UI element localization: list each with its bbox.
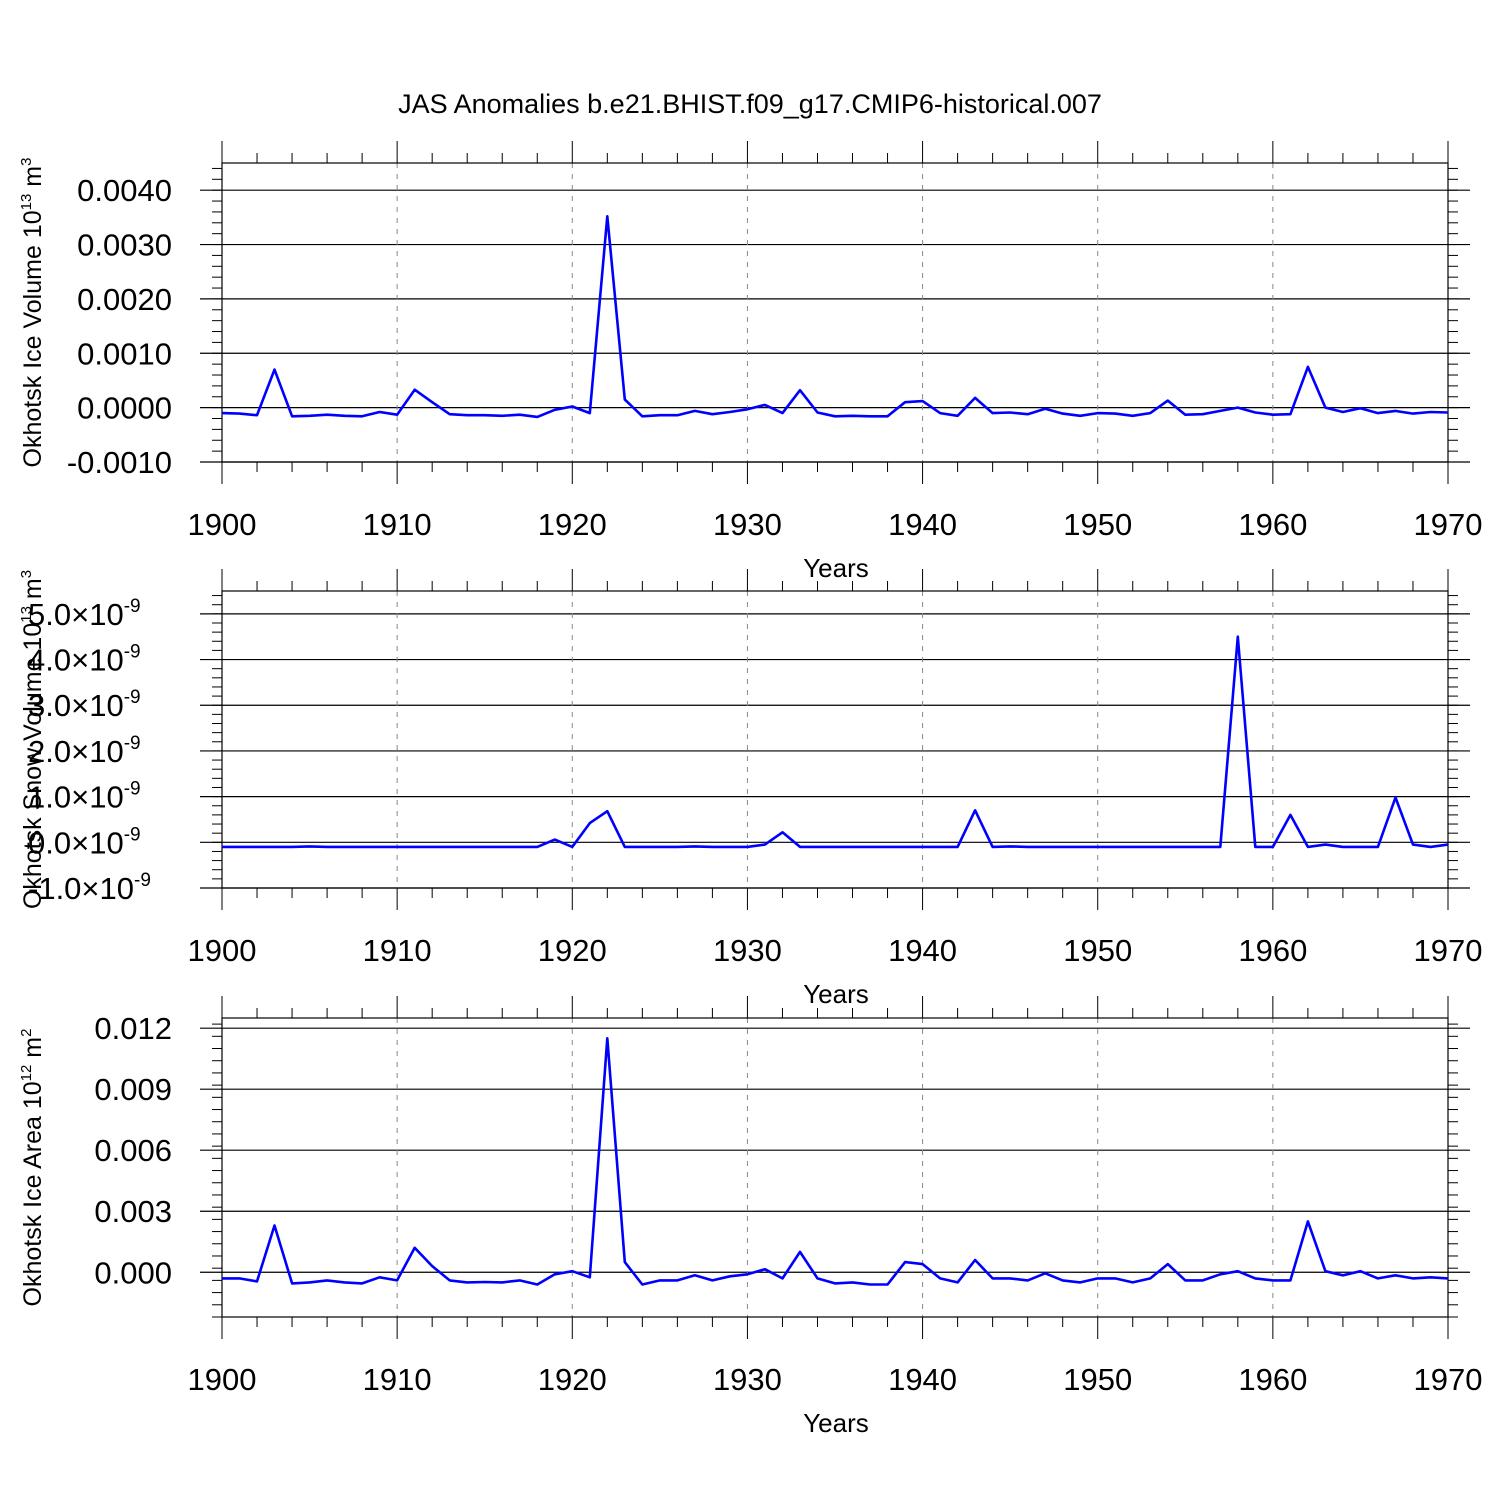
y-tick-exponent: -9 bbox=[124, 687, 141, 708]
gridlines bbox=[200, 591, 1470, 889]
x-tick-label: 1900 bbox=[188, 933, 257, 968]
y-tick-label: -0.0010 bbox=[67, 445, 172, 480]
y-axis-title-unit: m bbox=[19, 166, 47, 194]
y-tick-label: 4.0×10-9 bbox=[28, 642, 141, 678]
y-tick-labels: 0.000 0.003 0.006 0.009 0.012 bbox=[94, 1011, 172, 1290]
y-tick-label: 0.0020 bbox=[77, 282, 172, 317]
series-line bbox=[222, 635, 1449, 849]
y-tick-labels: -0.0010 0.0000 0.0010 0.0020 0.0030 0.0040 bbox=[67, 173, 172, 480]
x-axis-title: Years bbox=[803, 1408, 869, 1438]
x-tick-label: 1970 bbox=[1414, 1362, 1483, 1397]
x-tick-label: 1960 bbox=[1238, 507, 1307, 542]
x-tick-label: 1970 bbox=[1414, 933, 1483, 968]
axis-ticks bbox=[212, 569, 1458, 910]
x-tick-label: 1960 bbox=[1238, 1362, 1307, 1397]
x-tick-labels: 1900 1910 1920 1930 1940 1950 1960 1970 bbox=[188, 1362, 1483, 1397]
y-axis-title: Okhotsk Snow Volume 1013 m3 bbox=[18, 570, 47, 909]
series-line bbox=[222, 1037, 1449, 1286]
x-tick-label: 1920 bbox=[538, 1362, 607, 1397]
plot-frame bbox=[221, 590, 1449, 889]
y-tick-label: 2.0×10-9 bbox=[28, 733, 141, 769]
y-tick-exponent: -9 bbox=[124, 642, 141, 663]
x-tick-label: 1930 bbox=[713, 933, 782, 968]
y-tick-exponent: -9 bbox=[134, 870, 151, 891]
y-axis-title-unit-exp: 3 bbox=[18, 158, 35, 166]
gridlines bbox=[200, 1018, 1470, 1317]
y-axis-title-exp: 13 bbox=[18, 606, 35, 623]
y-tick-label: 0.000 bbox=[94, 1255, 172, 1290]
y-tick-label: 0.0000 bbox=[77, 391, 172, 426]
x-axis-title: Years bbox=[803, 979, 869, 1009]
y-tick-label: 0.012 bbox=[94, 1011, 172, 1046]
y-axis-title-main: Okhotsk Ice Volume 10 bbox=[19, 210, 47, 467]
y-tick-label: 0.0×10-9 bbox=[28, 824, 141, 860]
x-tick-label: 1950 bbox=[1063, 507, 1132, 542]
y-tick-label: 1.0×10-9 bbox=[28, 779, 141, 815]
y-tick-label: -1.0×10-9 bbox=[28, 870, 151, 906]
y-tick-label: 0.0030 bbox=[77, 228, 172, 263]
x-tick-label: 1940 bbox=[888, 1362, 957, 1397]
y-tick-exponent: -9 bbox=[124, 779, 141, 800]
y-axis-title-exp: 12 bbox=[18, 1065, 35, 1082]
x-tick-label: 1910 bbox=[363, 507, 432, 542]
y-tick-label: 0.0040 bbox=[77, 173, 172, 208]
x-axis-title: Years bbox=[803, 553, 869, 583]
y-axis-title: Okhotsk Ice Volume 1013 m3 bbox=[18, 158, 47, 468]
y-tick-label: 5.0×10-9 bbox=[28, 596, 141, 632]
x-tick-label: 1900 bbox=[188, 507, 257, 542]
y-axis-title-main: Okhotsk Snow Volume 10 bbox=[19, 623, 47, 909]
x-tick-label: 1920 bbox=[538, 933, 607, 968]
y-axis-title: Okhotsk Ice Area 1012 m2 bbox=[18, 1029, 47, 1307]
y-axis-title-main: Okhotsk Ice Area 10 bbox=[19, 1081, 47, 1306]
x-tick-labels: 1900 1910 1920 1930 1940 1950 1960 1970 bbox=[188, 507, 1483, 542]
y-tick-label: 0.0010 bbox=[77, 336, 172, 371]
x-tick-label: 1960 bbox=[1238, 933, 1307, 968]
y-axis-title-exp: 13 bbox=[18, 194, 35, 211]
y-axis-title-unit-exp: 3 bbox=[18, 570, 35, 578]
x-tick-label: 1930 bbox=[713, 507, 782, 542]
y-tick-label: 0.003 bbox=[94, 1194, 172, 1229]
x-tick-label: 1910 bbox=[363, 1362, 432, 1397]
y-axis-title-unit: m bbox=[19, 578, 47, 606]
axis-ticks bbox=[212, 996, 1458, 1339]
panel-snow-volume: -1.0×10-9 0.0×10-9 1.0×10-9 2.0×10-9 3.0×10-… bbox=[18, 569, 1482, 1009]
x-tick-label: 1930 bbox=[713, 1362, 782, 1397]
y-tick-exponent: -9 bbox=[124, 596, 141, 617]
y-axis-title-unit-exp: 2 bbox=[18, 1029, 35, 1037]
y-tick-label: 0.009 bbox=[94, 1072, 172, 1107]
y-tick-exponent: -9 bbox=[124, 733, 141, 754]
x-tick-label: 1950 bbox=[1063, 933, 1132, 968]
x-tick-label: 1940 bbox=[888, 933, 957, 968]
x-tick-labels: 1900 1910 1920 1930 1940 1950 1960 1970 bbox=[188, 933, 1483, 968]
y-tick-label: 0.006 bbox=[94, 1133, 172, 1168]
chart-title: JAS Anomalies b.e21.BHIST.f09_g17.CMIP6-… bbox=[398, 89, 1102, 119]
y-tick-label: 3.0×10-9 bbox=[28, 687, 141, 723]
x-tick-label: 1950 bbox=[1063, 1362, 1132, 1397]
y-tick-exponent: -9 bbox=[124, 824, 141, 845]
x-tick-label: 1940 bbox=[888, 507, 957, 542]
panel-ice-volume: -0.0010 0.0000 0.0010 0.0020 0.0030 0.0040 19… bbox=[18, 141, 1482, 583]
axis-ticks bbox=[212, 141, 1458, 484]
y-axis-title-unit: m bbox=[19, 1037, 47, 1065]
y-tick-labels: -1.0×10-9 0.0×10-9 1.0×10-9 2.0×10-9 3.0×10-… bbox=[28, 596, 151, 906]
x-tick-label: 1970 bbox=[1414, 507, 1483, 542]
plot-frame bbox=[221, 1017, 1449, 1318]
x-tick-label: 1900 bbox=[188, 1362, 257, 1397]
x-tick-label: 1910 bbox=[363, 933, 432, 968]
x-tick-label: 1920 bbox=[538, 507, 607, 542]
plot-frame bbox=[221, 162, 1449, 463]
series-line bbox=[221, 215, 1449, 419]
